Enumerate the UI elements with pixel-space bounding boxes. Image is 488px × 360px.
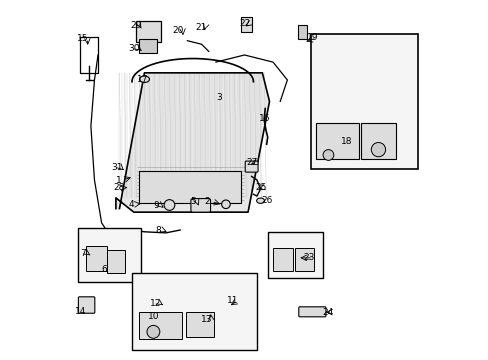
Text: 30: 30 [128,44,140,53]
FancyBboxPatch shape [190,199,210,212]
Text: 26: 26 [261,196,272,205]
Text: 29: 29 [130,21,141,30]
Text: 7: 7 [80,249,86,258]
Text: 4: 4 [128,200,133,209]
Bar [85,246,107,271]
Circle shape [370,143,385,157]
Text: 27: 27 [246,158,258,167]
Text: 10: 10 [147,312,159,321]
Bar [139,312,182,339]
Bar [132,273,257,350]
Bar [139,171,241,203]
Text: 2: 2 [204,197,209,206]
Text: 22: 22 [239,19,250,28]
Text: 11: 11 [227,296,238,305]
Text: 14: 14 [75,307,86,316]
Text: 17: 17 [137,76,148,85]
Text: 9: 9 [153,201,159,210]
Bar [139,39,157,53]
Bar [294,248,313,271]
FancyBboxPatch shape [78,297,95,313]
Bar [185,312,214,337]
Text: 13: 13 [201,315,212,324]
Bar [267,232,323,278]
Bar [310,33,417,169]
Text: 3: 3 [216,93,222,102]
Text: 19: 19 [306,33,318,42]
Bar [107,249,124,273]
Text: 6: 6 [102,265,107,274]
Text: 23: 23 [303,253,314,262]
Text: 5: 5 [189,197,195,206]
Bar [298,24,306,39]
Text: 15: 15 [77,34,89,43]
Bar [78,228,141,282]
Text: 1: 1 [116,176,122,185]
Bar [272,248,292,271]
Text: 18: 18 [340,137,351,146]
Text: 24: 24 [322,308,333,317]
Circle shape [147,325,160,338]
Text: 20: 20 [172,26,183,35]
Ellipse shape [256,198,264,203]
Text: 31: 31 [111,163,122,172]
Circle shape [221,200,230,208]
Bar [135,21,160,42]
FancyBboxPatch shape [298,307,325,317]
Text: 16: 16 [258,114,270,123]
Circle shape [164,200,175,210]
Ellipse shape [139,76,149,82]
Circle shape [323,150,333,160]
FancyBboxPatch shape [244,161,258,172]
Bar [241,18,251,32]
Bar [360,123,395,158]
Text: 28: 28 [113,183,124,192]
Text: 21: 21 [195,23,206,32]
Polygon shape [116,73,269,212]
Text: 8: 8 [155,225,161,234]
Text: 25: 25 [254,183,266,192]
Text: 12: 12 [150,299,161,308]
Bar [315,123,358,158]
